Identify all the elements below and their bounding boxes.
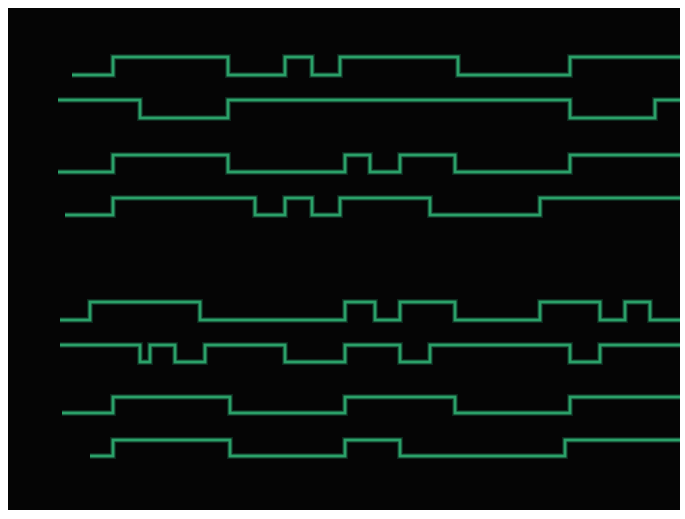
trace-4 — [65, 195, 680, 218]
trace-6 — [60, 342, 680, 365]
trace-7 — [62, 394, 680, 416]
trace-8 — [90, 437, 680, 459]
trace-5 — [60, 299, 680, 323]
screen — [8, 8, 680, 510]
waveforms — [58, 54, 680, 459]
trace-3 — [58, 152, 680, 175]
trace-1 — [72, 54, 680, 78]
trace-2 — [58, 97, 680, 121]
